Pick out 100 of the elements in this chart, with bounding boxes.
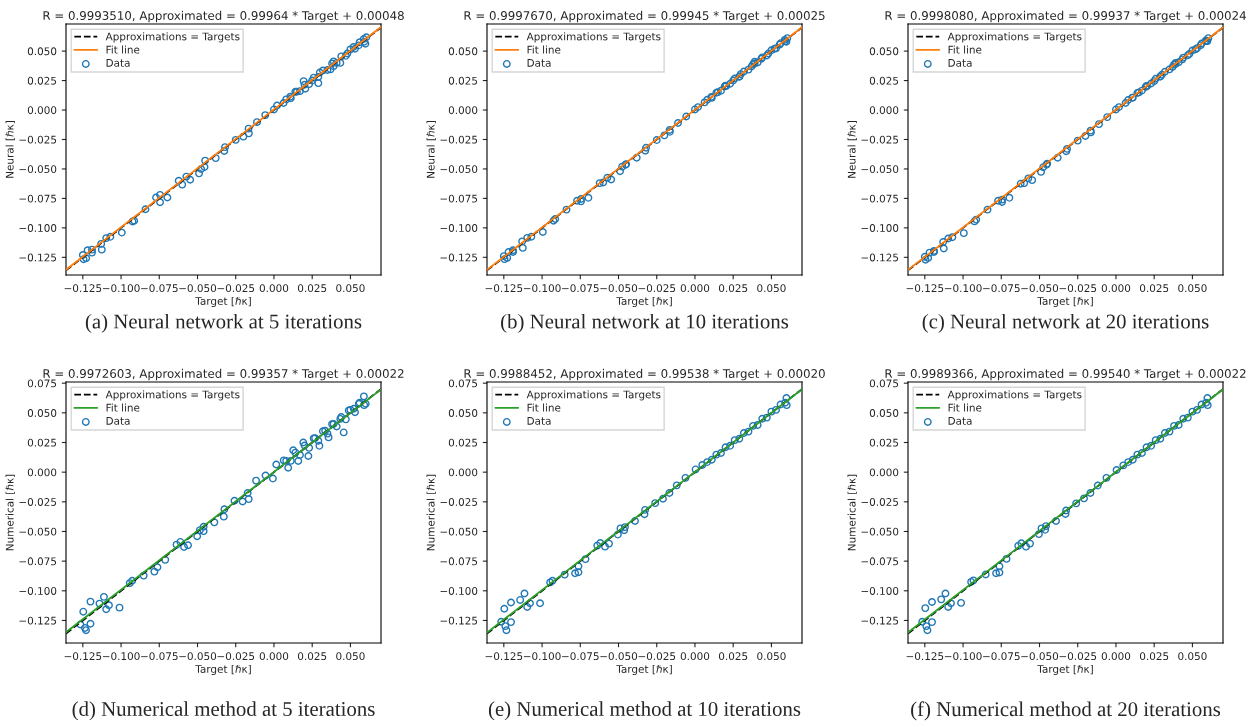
x-tick-label: 0.000 [259,652,289,661]
x-tick-label: −0.100 [102,284,140,293]
x-tick-label: −0.075 [141,652,178,661]
y-axis-title: Neural [ℏκ] [847,121,857,178]
chart-title: R = 0.9998080, Approximated = 0.99937 * Target + 0.00024 [885,10,1246,23]
y-tick-label: 0.075 [869,379,899,388]
x-tick-label: −0.025 [1059,652,1097,661]
y-tick-label: −0.125 [440,253,478,262]
y-tick-label: −0.125 [19,616,57,625]
x-tick-label: −0.050 [1021,652,1059,661]
y-tick-label: 0.000 [869,468,899,477]
x-tick-label: −0.100 [944,284,982,293]
x-axis-title: Target [ℏκ] [616,664,672,675]
x-tick-label: 0.025 [297,284,327,293]
y-tick-label: −0.025 [861,135,899,144]
text: (a) Neural network at 5 iterations [85,313,362,333]
y-axis-title: Neural [ℏκ] [426,121,436,178]
legend-label: Approximations = Targets [947,32,1082,43]
legend-label: Data [106,417,130,425]
y-tick-label: −0.075 [19,194,57,203]
y-tick-label: 0.025 [869,76,899,85]
legend-label: Fit line [527,403,561,412]
x-tick-label: −0.075 [983,652,1020,661]
x-tick-label: 0.050 [757,652,786,661]
x-tick-label: −0.050 [600,284,638,293]
text: (f) Numerical method at 20 iterations [911,701,1221,721]
legend-label: Data [527,417,551,425]
y-tick-label: 0.000 [448,468,478,477]
x-tick-label: 0.050 [1178,284,1207,293]
y-tick-label: −0.025 [440,135,478,144]
legend-label: Fit line [106,45,140,54]
x-tick-label: 0.025 [1139,284,1169,293]
y-tick-label: 0.000 [869,106,899,115]
x-tick-label: −0.050 [179,284,217,293]
y-tick-label: 0.050 [448,47,478,56]
legend-label: Approximations = Targets [526,390,661,401]
y-tick-label: −0.075 [19,557,57,566]
y-axis-title: Numerical [ℏκ] [5,474,15,551]
y-tick-label: 0.000 [27,106,57,115]
y-tick-label: −0.075 [440,194,478,203]
x-tick-label: −0.075 [562,652,599,661]
y-tick-label: 0.050 [448,409,478,417]
x-tick-label: −0.100 [523,284,561,293]
x-tick-label: −0.125 [64,652,102,661]
x-tick-label: −0.025 [1059,284,1097,293]
x-tick-label: −0.125 [906,284,944,293]
x-tick-label: 0.050 [336,284,365,293]
chart-title: R = 0.9993510, Approximated = 0.99964 * Target + 0.00048 [43,10,404,23]
x-axis-title: Target [ℏκ] [195,664,251,675]
y-tick-label: −0.100 [19,224,57,232]
x-axis-title: Target [ℏκ] [1037,296,1093,307]
x-tick-label: 0.025 [718,652,748,661]
y-tick-label: −0.075 [861,194,899,203]
x-tick-label: 0.050 [757,284,786,293]
y-tick-label: 0.050 [27,409,57,417]
text: (d) Numerical method at 5 iterations [72,701,375,721]
legend-label: Data [948,59,972,67]
y-tick-label: −0.100 [861,587,899,595]
legend-label: Fit line [948,403,982,412]
y-tick-label: −0.075 [861,557,899,566]
legend-label: Fit line [106,403,140,412]
x-tick-label: −0.075 [983,284,1020,293]
y-tick-label: 0.075 [448,379,478,388]
y-tick-label: 0.025 [27,438,57,447]
y-tick-label: −0.050 [861,165,899,174]
y-tick-label: 0.000 [448,106,478,115]
y-axis-title: Numerical [ℏκ] [847,474,857,551]
legend-label: Data [948,417,972,425]
y-tick-label: −0.125 [19,253,57,262]
x-tick-label: 0.025 [1139,652,1169,661]
x-axis-title: Target [ℏκ] [1037,664,1093,675]
y-tick-label: −0.025 [861,498,899,506]
x-tick-label: 0.050 [1178,652,1207,661]
y-tick-label: −0.125 [861,253,899,262]
x-tick-label: 0.000 [680,284,710,293]
y-tick-label: 0.025 [448,76,478,85]
legend-label: Approximations = Targets [105,390,240,401]
x-axis-title: Target [ℏκ] [616,296,672,307]
x-tick-label: −0.050 [1021,284,1059,293]
y-tick-label: −0.050 [440,527,478,536]
x-tick-label: −0.100 [523,652,561,661]
x-tick-label: 0.000 [1101,284,1131,293]
y-tick-label: −0.050 [19,165,57,174]
x-tick-label: 0.000 [680,652,710,661]
legend-label: Approximations = Targets [105,32,240,43]
text: (b) Neural network at 10 iterations [501,313,789,333]
x-tick-label: −0.025 [217,284,255,293]
y-axis-title: Numerical [ℏκ] [426,474,436,551]
x-tick-label: −0.050 [179,652,217,661]
x-tick-label: −0.125 [485,652,523,661]
y-tick-label: −0.100 [440,587,478,595]
x-tick-label: −0.050 [600,652,638,661]
y-tick-label: −0.100 [19,587,57,595]
y-tick-label: −0.025 [19,135,57,144]
x-tick-label: −0.100 [944,652,982,661]
x-tick-label: −0.125 [64,284,102,293]
legend-label: Data [106,59,130,67]
legend-label: Approximations = Targets [947,390,1082,401]
y-tick-label: −0.100 [440,224,478,232]
x-tick-label: −0.075 [562,284,599,293]
